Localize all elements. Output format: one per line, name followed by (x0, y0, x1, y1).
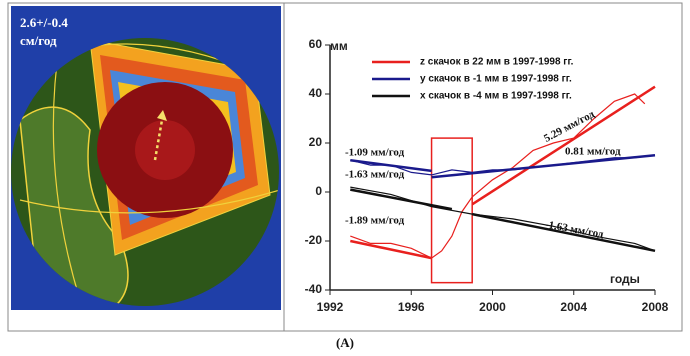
rate-annotation: -1.09 мм/год (345, 147, 405, 159)
trend-line (471, 85, 656, 206)
legend-label: x скачок в -4 мм в 1997-1998 гг. (420, 91, 572, 102)
x-tick-label: 1992 (317, 300, 344, 314)
y-tick-label: -40 (305, 282, 323, 296)
trend-line (350, 188, 453, 211)
rate-annotation: -1.89 мм/год (345, 215, 405, 227)
rate-annotation: -1.63 мм/год (544, 219, 605, 241)
y-axis-label: мм (330, 39, 348, 53)
image-label: см/год (20, 33, 57, 48)
data-line (350, 93, 646, 259)
x-tick-label: 1996 (398, 300, 425, 314)
globe-image (11, 6, 281, 310)
jump-box (430, 137, 473, 284)
x-tick-label: 2000 (479, 300, 506, 314)
trend-line (350, 239, 432, 260)
trend-line (431, 154, 656, 179)
caption: (A) (336, 335, 354, 350)
y-tick-label: 60 (309, 37, 323, 51)
legend-label: y скачок в -1 мм в 1997-1998 гг. (420, 74, 572, 85)
rate-annotation: 0.81 мм/год (565, 146, 621, 158)
trend-line (350, 158, 432, 173)
x-axis-label: годы (610, 272, 640, 286)
y-tick-label: 20 (309, 135, 323, 149)
trend-line (471, 212, 656, 253)
legend-label: z скачок в 22 мм в 1997-1998 гг. (420, 57, 574, 68)
rate-annotation: -1.63 мм/год (345, 169, 405, 181)
y-tick-label: -20 (305, 233, 323, 247)
frame (7, 2, 683, 332)
y-tick-label: 0 (315, 184, 322, 198)
x-tick-label: 2004 (560, 300, 587, 314)
x-tick-label: 2008 (642, 300, 669, 314)
image-label: 2.6+/-0.4 (20, 15, 68, 30)
y-tick-label: 40 (309, 86, 323, 100)
data-line (350, 186, 656, 252)
